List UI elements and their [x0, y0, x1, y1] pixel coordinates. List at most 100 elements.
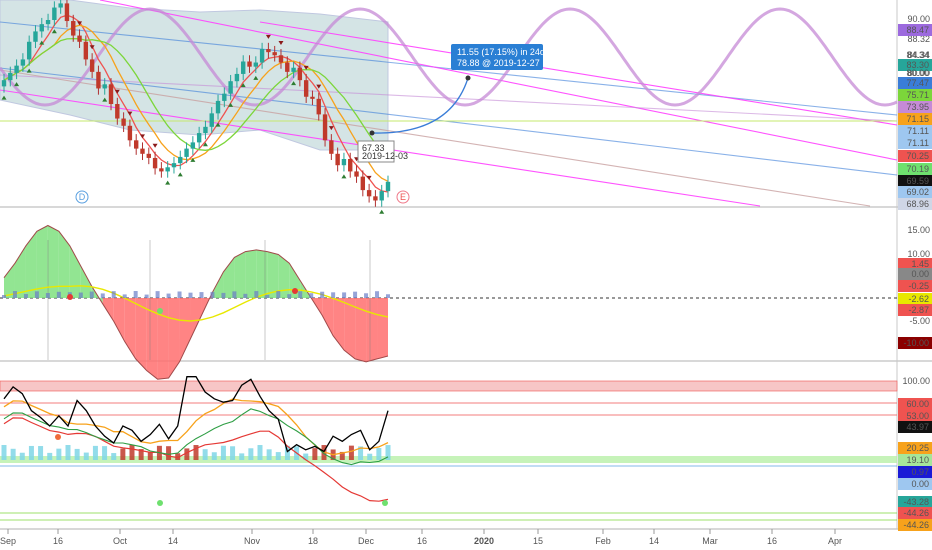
signal-triangle: [316, 84, 322, 89]
x-tick-label: 18: [308, 536, 318, 546]
oscillator-area: [267, 251, 279, 298]
rsi-price-badge: [898, 454, 932, 466]
rsi-price-badge-text: 43.97: [906, 422, 929, 432]
rsi-line: [3, 376, 389, 453]
oscillator-area: [146, 298, 158, 380]
rsi-price-badge: [898, 442, 932, 454]
histogram-bar: [188, 292, 193, 298]
candle-body: [8, 72, 13, 81]
histogram-bar: [122, 294, 127, 298]
histogram-bar: [56, 291, 61, 298]
oscillator-area: [234, 251, 246, 298]
oscillator-tick-label: 15.00: [907, 225, 930, 235]
oscillator-area: [278, 254, 290, 298]
histogram-bar: [34, 291, 39, 298]
low-value: 67.33: [362, 143, 385, 153]
histogram-bar: [386, 294, 390, 298]
price-price-badge: [898, 163, 932, 175]
rsi-histogram-bar: [303, 453, 309, 460]
rsi-histogram-bar: [147, 452, 153, 460]
candle-body: [241, 61, 246, 74]
signal-triangle: [278, 41, 284, 46]
rsi-histogram-bar: [284, 445, 290, 460]
candle-body: [33, 31, 38, 42]
price-price-badge-text: 70.25: [906, 151, 929, 161]
price-price-badge-text: 69.02: [906, 187, 929, 197]
candle-body: [1, 80, 7, 87]
signal-triangle: [102, 97, 108, 102]
price-price-badge-text: 69.59: [906, 176, 929, 186]
candle-body: [140, 148, 145, 154]
x-tick-label: Feb: [595, 536, 611, 546]
price-price-badge-text: 75.71: [906, 90, 929, 100]
candle-body: [322, 114, 328, 141]
candle-body: [348, 158, 353, 172]
oscillator-area: [157, 298, 169, 380]
signal-triangle: [366, 175, 372, 180]
signal-triangle: [139, 134, 145, 139]
candle-body: [253, 62, 259, 67]
candle-body: [272, 52, 277, 56]
histogram-bar: [89, 291, 94, 298]
oscillator-price-badge-text: -2.62: [908, 294, 929, 304]
projection-end-point: [465, 75, 471, 81]
x-tick-label: Oct: [113, 536, 128, 546]
price-price-badge: [898, 113, 932, 125]
rsi-histogram-bar: [102, 446, 108, 460]
histogram-bar: [276, 291, 281, 298]
price-price-badge: [898, 89, 932, 101]
signal-triangle: [165, 180, 171, 185]
oscillator-area: [58, 231, 70, 298]
oscillator-area: [333, 298, 345, 351]
wave-marker-d-label: D: [79, 192, 86, 202]
signal-triangle: [39, 40, 45, 45]
x-tick-label: 14: [649, 536, 659, 546]
oscillator-area: [36, 225, 48, 298]
price-tick-label: 80.00: [907, 68, 930, 78]
signal-triangle: [127, 111, 133, 116]
price-tick-label: 84.34: [907, 50, 930, 60]
price-price-badge-text: 77.47: [906, 78, 929, 88]
projection-box: [451, 44, 543, 70]
histogram-bar: [364, 293, 369, 298]
candle-body: [203, 126, 208, 134]
oscillator-tick-label: 10.00: [907, 249, 930, 259]
rsi-signal-line: [3, 408, 389, 466]
rsi-histogram-bar: [65, 445, 71, 460]
oscillator-area: [80, 266, 92, 298]
rsi-price-badge: [898, 466, 932, 478]
histogram-bar: [166, 293, 171, 298]
candle-body: [96, 71, 101, 89]
rsi-histogram-bar: [129, 445, 135, 460]
price-tick-label: 88.32: [907, 34, 930, 44]
oscillator-price-badge: [898, 304, 932, 316]
candle-body: [259, 49, 265, 63]
price-tick-label: 90.00: [907, 14, 930, 24]
signal-triangle: [341, 174, 347, 179]
candle-body: [14, 65, 19, 73]
rsi-histogram-bar: [367, 453, 373, 460]
price-price-badge: [898, 137, 932, 149]
candle-body: [297, 67, 303, 81]
rsi-histogram-bar: [220, 445, 226, 460]
rsi-price-badge-text: 0.97: [911, 467, 929, 477]
rsi-histogram-bar: [166, 446, 172, 460]
oscillator-area: [25, 231, 37, 298]
oscillator-area: [124, 298, 136, 359]
rsi-histogram-bar: [376, 448, 382, 460]
rsi-histogram-bar: [257, 445, 263, 460]
trend-line: [99, 0, 898, 161]
histogram-bar: [111, 291, 116, 298]
signal-triangle: [379, 209, 385, 214]
oscillator-area: [69, 245, 81, 298]
rsi-histogram-bar: [47, 452, 53, 460]
histogram-bar: [12, 291, 17, 298]
price-price-badge-text: 88.47: [906, 25, 929, 35]
rsi-price-badge-text: -44.26: [903, 508, 929, 518]
oscillator-price-badge-text: -10.00: [903, 338, 929, 348]
candle-body: [133, 140, 139, 149]
signal-triangle: [190, 157, 196, 162]
rsi-histogram-bar: [239, 453, 245, 460]
candle-body: [77, 35, 82, 42]
